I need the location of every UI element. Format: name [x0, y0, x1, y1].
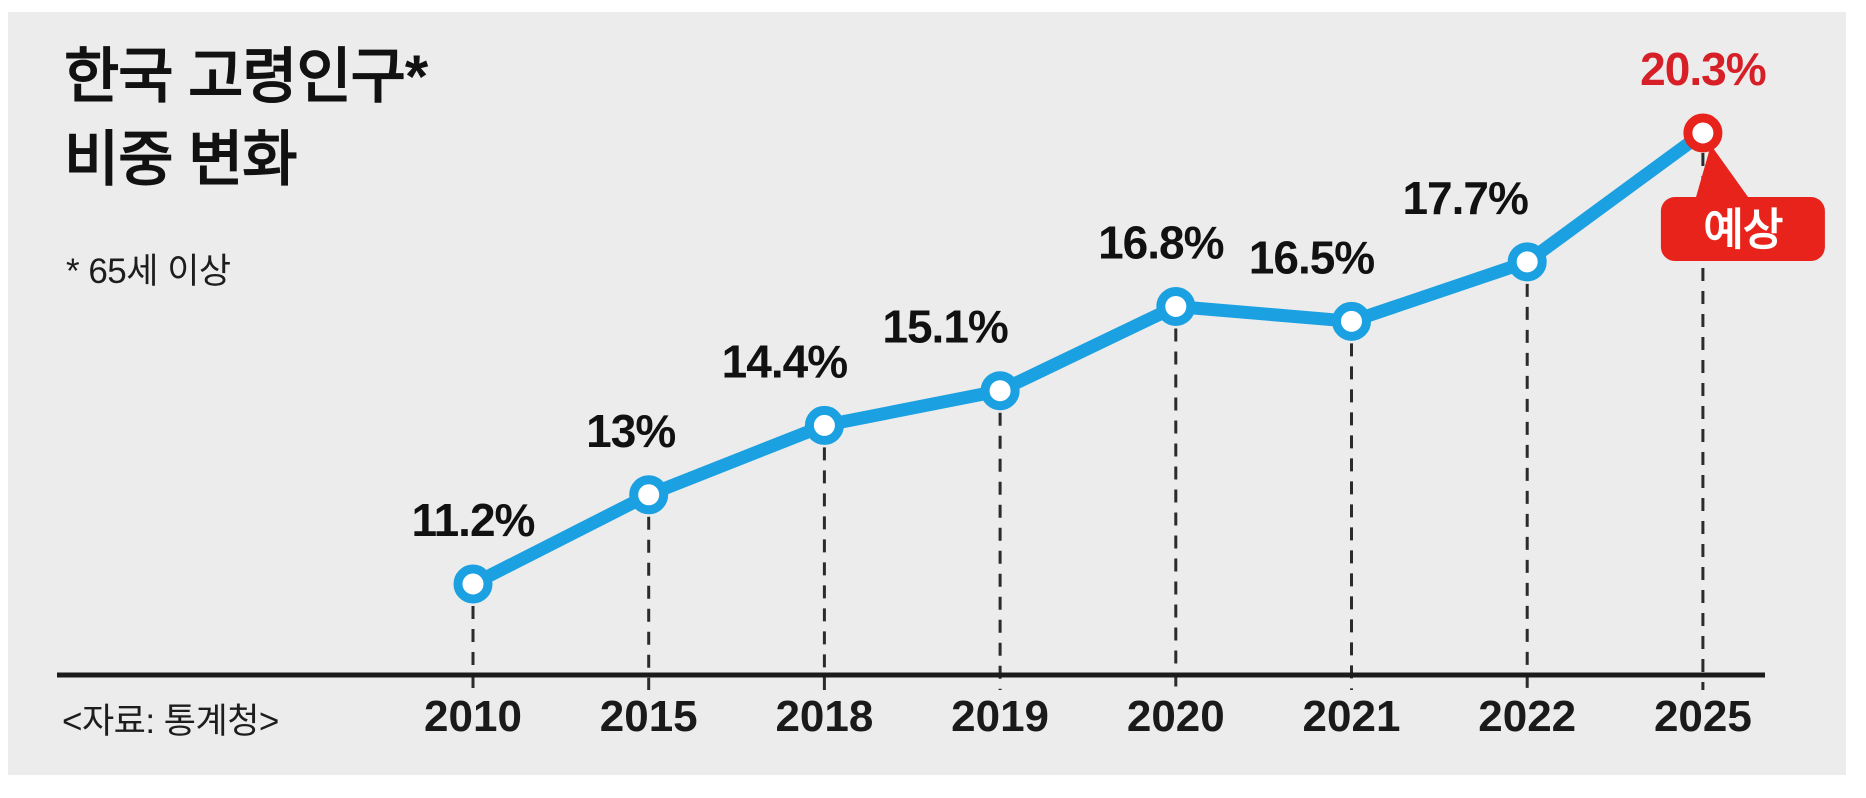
year-label: 2010 [424, 692, 522, 741]
value-label: 16.5% [1249, 231, 1375, 283]
year-label: 2020 [1127, 692, 1225, 741]
year-label: 2015 [600, 692, 698, 741]
forecast-badge-tail [1694, 145, 1751, 202]
value-label: 13% [586, 405, 675, 457]
chart-title-line1: 한국 고령인구* [64, 43, 428, 110]
value-label: 17.7% [1402, 172, 1528, 224]
chart-title-line2: 비중 변화 [64, 125, 297, 193]
value-label: 16.8% [1098, 216, 1224, 268]
forecast-point-marker [1683, 113, 1723, 153]
chart-panel [8, 12, 1846, 775]
data-point-marker [1156, 286, 1196, 326]
year-label: 2022 [1478, 692, 1576, 741]
year-label: 2021 [1303, 692, 1401, 741]
trend-line [466, 126, 1710, 591]
forecast-badge [1660, 197, 1825, 262]
value-label: 11.2% [412, 494, 535, 546]
data-point-marker [1507, 242, 1547, 282]
year-label: 2019 [951, 692, 1049, 741]
data-point-marker [804, 405, 844, 445]
data-point-marker [453, 564, 493, 604]
value-label: 15.1% [882, 301, 1008, 353]
value-label: 14.4% [722, 335, 848, 387]
year-label: 2025 [1654, 692, 1752, 741]
data-point-marker [1332, 301, 1371, 341]
data-point-marker [980, 371, 1020, 411]
chart-footnote: * 65세 이상 [66, 252, 231, 291]
data-point-marker [629, 475, 669, 515]
value-label: 20.3% [1640, 43, 1766, 95]
forecast-badge-label: 예상 [1703, 206, 1782, 255]
chart-title: 한국 고령인구* 비중 변화 [64, 36, 428, 202]
year-label: 2018 [775, 692, 873, 741]
source-credit: <자료: 통계청> [62, 702, 279, 741]
